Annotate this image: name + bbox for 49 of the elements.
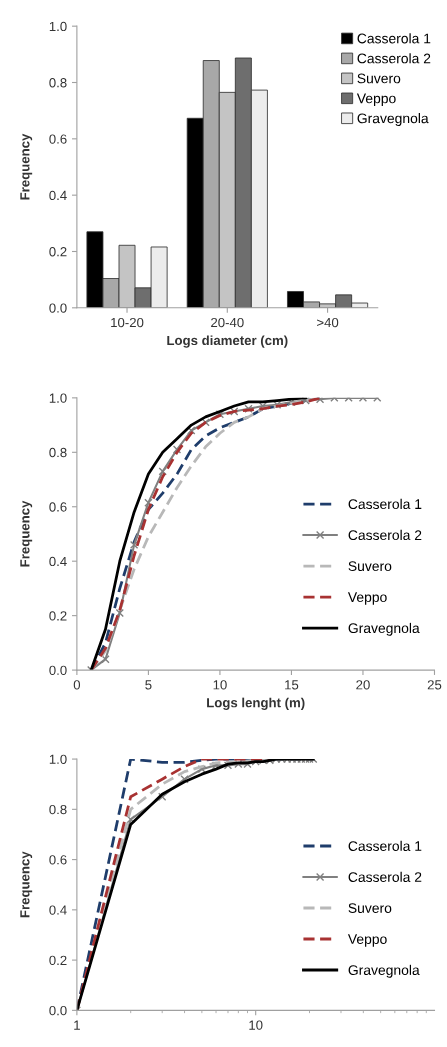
legend-label: Gravegnola	[348, 622, 420, 636]
y-tick-label: 0.2	[49, 611, 67, 621]
y-tick-label: 0.2	[49, 955, 67, 966]
y-tick-label: 0.6	[49, 855, 67, 865]
legend-label: Casserola 1	[348, 498, 422, 510]
legend-label: Casserola 1	[348, 840, 422, 851]
legend-label: Casserola 1	[357, 33, 431, 44]
y-tick-label: 1.0	[49, 21, 67, 32]
legend-label: Veppo	[356, 93, 396, 107]
y-tick-label: 0.0	[49, 665, 67, 675]
y-tick-label: 1.0	[49, 754, 67, 764]
y-axis-title: Frequency	[20, 851, 33, 918]
y-tick-label: 0.8	[49, 804, 67, 815]
y-tick-label: 0.6	[49, 502, 67, 512]
x-tick-label: 10	[249, 1020, 263, 1030]
legend-label: Suvero	[348, 561, 392, 572]
legend-label: Casserola 2	[357, 53, 431, 64]
x-tick-label: 5	[145, 680, 152, 690]
x-tick-label: 10	[213, 680, 227, 690]
x-axis-title: Logs lenght (m)	[207, 697, 305, 711]
x-tick-label: >40	[317, 317, 339, 328]
y-tick-label: 0.8	[49, 447, 67, 458]
legend-label: Veppo	[347, 934, 387, 947]
legend-label: Suvero	[348, 903, 392, 913]
legend-label: Gravegnola	[348, 964, 420, 978]
y-tick-label: 0.6	[49, 134, 67, 144]
legend-label: Casserola 2	[348, 871, 422, 882]
x-tick-label: 0	[73, 680, 81, 690]
legend-label: Gravegnola	[357, 113, 429, 126]
x-tick-label: 20-40	[211, 317, 244, 328]
x-tick-label: 20	[356, 680, 370, 690]
legend-label: Veppo	[347, 592, 387, 605]
x-tick-label: 25	[427, 680, 442, 690]
y-tick-label: 0.4	[49, 190, 67, 201]
legend-label: Casserola 2	[348, 529, 422, 541]
y-axis-title: Frequency	[20, 133, 33, 200]
legend-label: Suvero	[357, 73, 401, 84]
y-tick-label: 0.4	[49, 556, 67, 567]
x-tick-label: 10-20	[111, 317, 144, 328]
y-tick-label: 1.0	[49, 393, 67, 403]
y-tick-label: 0.2	[49, 247, 67, 257]
x-tick-label: 15	[285, 680, 299, 690]
y-tick-label: 0.0	[49, 303, 67, 313]
y-tick-label: 0.8	[49, 78, 67, 88]
y-tick-label: 0.0	[49, 1005, 67, 1016]
x-axis-title: Logs diameter (cm)	[167, 335, 288, 348]
y-axis-title: Frequency	[20, 500, 33, 567]
x-tick-label: 1	[74, 1020, 80, 1030]
y-tick-label: 0.4	[49, 905, 67, 915]
